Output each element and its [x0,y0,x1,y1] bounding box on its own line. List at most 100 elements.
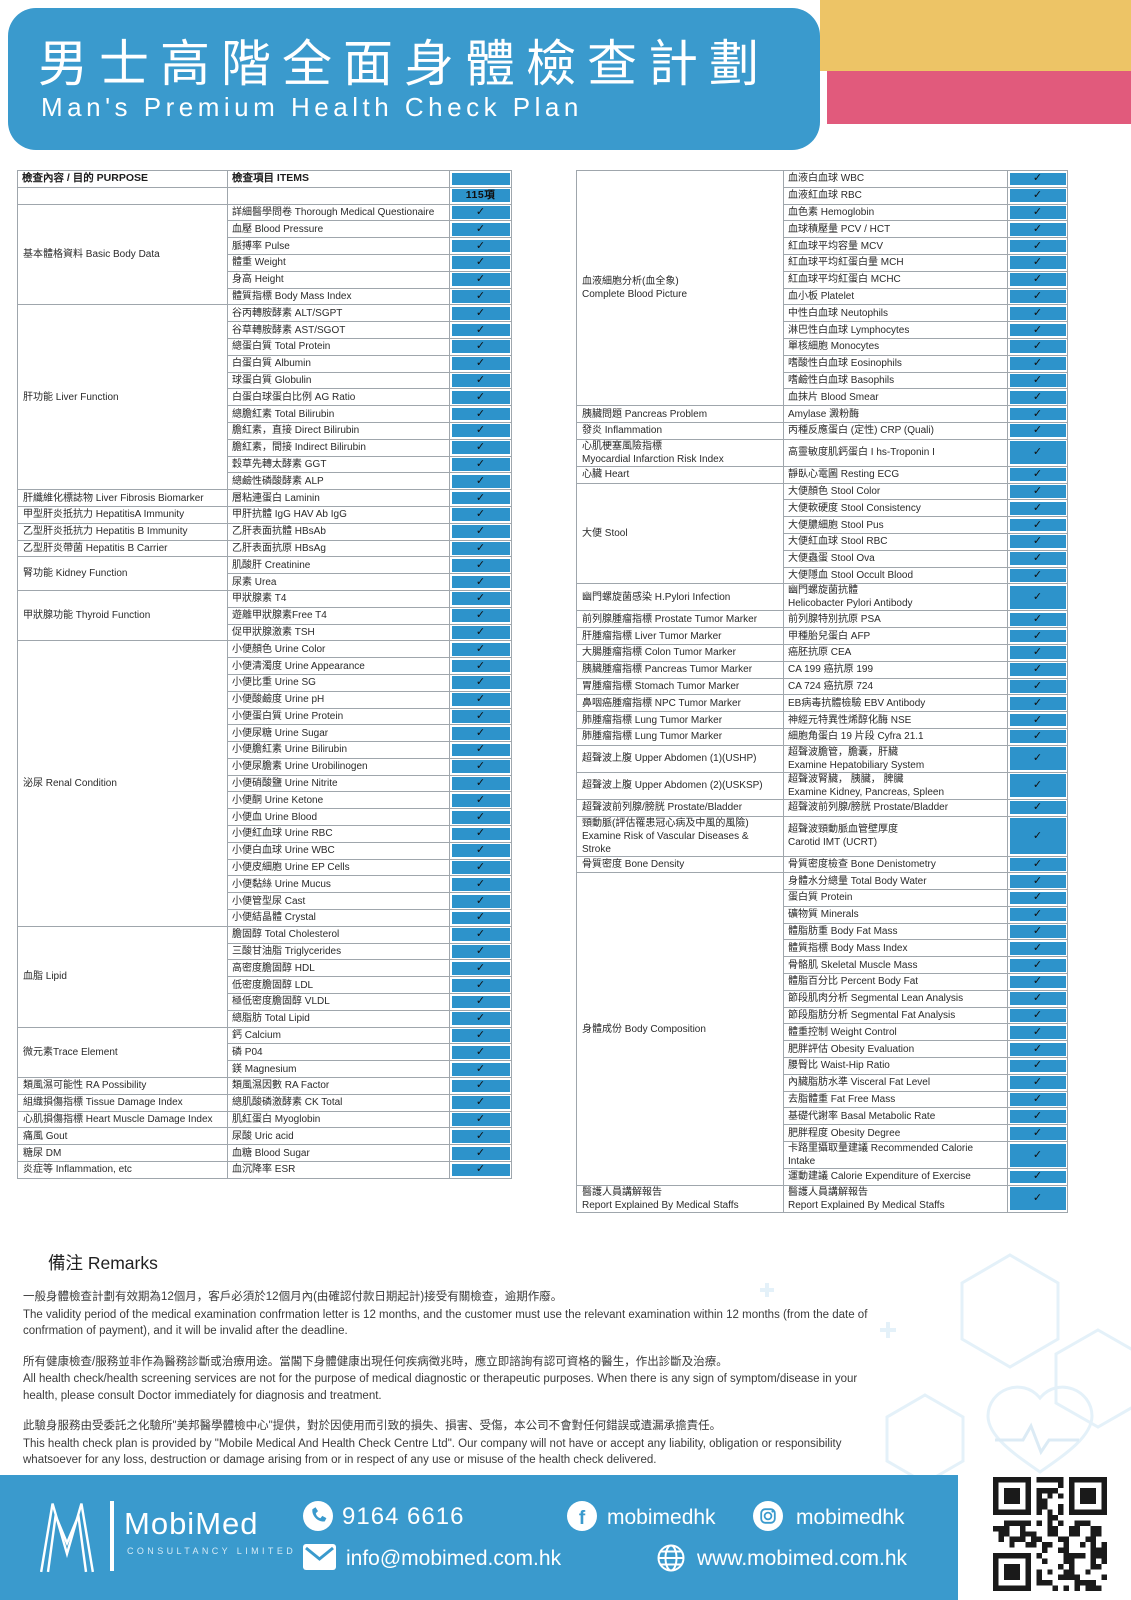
purpose-cell: 心肌損傷指標 Heart Muscle Damage Index [17,1110,228,1129]
table-count-row: 115項 [17,186,512,205]
check-cell: ✓ [449,421,512,440]
check-icon: ✓ [1009,975,1066,989]
item-cell: 穀草先轉太酵素 GGT [227,455,450,474]
check-cell: ✓ [1007,465,1068,484]
check-cell: ✓ [1007,421,1068,440]
item-cell: EB病毒抗體檢驗 EBV Antibody [783,694,1008,713]
check-cell: ✓ [1007,321,1068,339]
check-cell: ✓ [1007,499,1068,518]
item-cell: 小便清濁度 Urine Appearance [227,657,450,675]
check-icon: ✓ [451,441,510,455]
count-cell: 115項 [449,186,512,205]
check-cell: ✓ [449,1026,512,1045]
footer-bar: MobiMed CONSULTANCY LIMITED 9164 6616 f … [0,1475,958,1600]
items-count-badge: 115項 [451,189,510,203]
check-cell: ✓ [449,657,512,675]
check-cell: ✓ [1007,304,1068,323]
check-icon: ✓ [451,827,510,841]
table-row: 血液細胞分析(血全象) Complete Blood Picture 血液白血球 … [576,169,1068,407]
email-address: info@mobimed.com.hk [346,1547,562,1570]
check-cell: ✓ [449,942,512,961]
check-cell: ✓ [449,270,512,289]
check-cell: ✓ [1007,677,1068,696]
table-row: 血脂 Lipid 膽固醇 Total Cholesterol ✓ [17,925,512,1028]
check-icon: ✓ [1009,468,1066,482]
check-icon: ✓ [451,239,510,253]
check-icon: ✓ [1009,629,1066,643]
check-icon: ✓ [451,374,510,387]
table-row: 體重控制 Weight Control ✓ [577,1023,1068,1042]
table-row: 中性白血球 Neutophils ✓ [577,304,1068,323]
check-cell: ✓ [449,1110,512,1129]
check-cell: ✓ [1007,482,1068,501]
check-icon: ✓ [1009,501,1066,515]
check-cell: ✓ [449,505,512,524]
item-cell: 紅血球平均容量 MCV [783,237,1008,255]
check-cell: ✓ [1007,186,1068,205]
check-cell: ✓ [1007,1090,1068,1109]
check-header-cell [451,172,510,186]
purpose-cell: 前列腺腫瘤指標 Prostate Tumor Marker [576,610,784,629]
check-cell: ✓ [1007,1184,1068,1213]
table-row: 肝腫瘤指標 Liver Tumor Marker 甲種胎兒蛋白 AFP ✓ [576,627,1068,645]
right-check-table: 血液細胞分析(血全象) Complete Blood Picture 血液白血球 … [576,169,1068,1213]
check-cell: ✓ [449,791,512,810]
check-icon: ✓ [1009,290,1066,303]
check-cell: ✓ [449,875,512,894]
check-cell: ✓ [449,690,512,709]
check-icon: ✓ [451,861,510,874]
purpose-cell: 糖尿 DM [17,1144,228,1163]
check-cell: ✓ [449,337,512,356]
check-cell: ✓ [1007,388,1068,407]
item-cell: 總蛋白質 Total Protein [227,337,450,356]
table-row: 身體成份 Body Composition 身體水分總量 Total Body W… [576,872,1068,1186]
item-cell: 超聲波頸動脈血管壁厚度 Carotid IMT (UCRT) [783,815,1008,857]
check-icon: ✓ [451,1129,510,1143]
item-cell: 小便蛋白質 Urine Protein [227,707,450,726]
purpose-cell: 類風濕可能性 RA Possibility [17,1077,228,1095]
item-cell: 小便硝酸鹽 Urine Nitrite [227,774,450,793]
check-cell: ✓ [1007,270,1068,289]
table-row: 總鹼性磷酸酵素 ALP ✓ [18,472,512,491]
check-icon: ✓ [451,693,510,706]
item-cell: 磷 P04 [227,1043,450,1062]
check-cell: ✓ [449,438,512,457]
remarks-paragraph: 所有健康檢查/服務並非作為醫務診斷或治療用途。當閣下身體健康出現任何疾病徵兆時，… [23,1354,885,1405]
check-icon: ✓ [451,743,510,757]
page-title: 男士高階全面身體檢查計劃 [38,36,770,92]
item-cell: 促甲狀腺激素 TSH [227,623,450,642]
item-cell: 小便結晶體 Crystal [227,909,450,927]
check-icon: ✓ [451,273,510,287]
check-icon: ✓ [451,206,510,219]
check-icon: ✓ [1009,390,1066,404]
check-icon: ✓ [451,894,510,908]
item-cell: 骨骼肌 Skeletal Muscle Mass [783,956,1008,975]
item-cell: 運動建議 Calorie Expenditure of Exercise [783,1168,1008,1186]
item-cell: 紅血球平均紅蛋白量 MCH [783,253,1008,272]
check-cell: ✓ [449,220,512,239]
check-icon: ✓ [1009,713,1066,727]
check-cell: ✓ [1007,744,1068,773]
check-cell: ✓ [449,673,512,692]
check-icon: ✓ [1009,1187,1066,1211]
table-row: 肺腫瘤指標 Lung Tumor Marker 細胞角蛋白 19 片段 Cyfra… [576,727,1068,746]
check-icon: ✓ [1009,874,1066,888]
check-cell: ✓ [1007,237,1068,255]
table-row: 乙型肝炎抵抗力 Hepatitis B Immunity 乙肝表面抗體 HBsAb… [17,522,512,541]
check-icon: ✓ [1009,424,1066,438]
table-row: 鎂 Magnesium ✓ [18,1060,512,1079]
table-row: 小便尿糖 Urine Sugar ✓ [18,724,512,743]
item-cell: 甲狀腺素 T4 [227,589,450,608]
check-icon: ✓ [451,407,510,421]
check-icon: ✓ [451,642,510,656]
table-row: 去脂體重 Fat Free Mass ✓ [577,1090,1068,1109]
check-cell: ✓ [449,1144,512,1163]
check-icon: ✓ [1009,206,1066,219]
item-cell: 細胞角蛋白 19 片段 Cyfra 21.1 [783,727,1008,746]
table-row: 總蛋白質 Total Protein ✓ [18,337,512,356]
check-icon: ✓ [1009,1170,1066,1184]
item-cell: 小便比重 Urine SG [227,673,450,692]
check-icon: ✓ [451,877,510,891]
remark-zh: 所有健康檢查/服務並非作為醫務診斷或治療用途。當閣下身體健康出現任何疾病徵兆時，… [23,1355,728,1368]
item-cell: 小便膽紅素 Urine Bilirubin [227,741,450,759]
